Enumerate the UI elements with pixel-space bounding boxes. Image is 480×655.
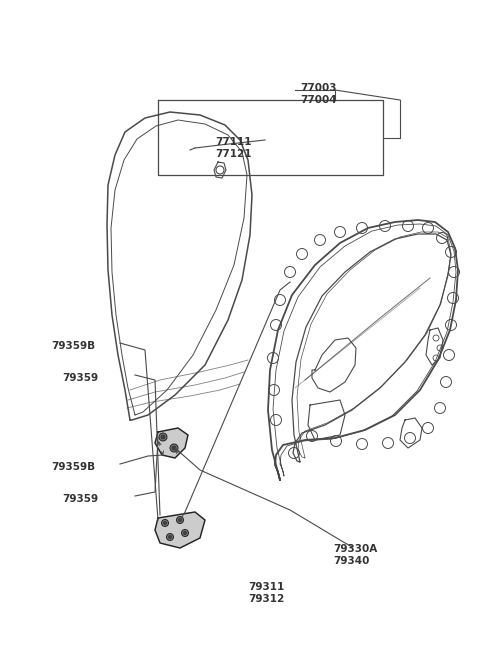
Text: 79359B: 79359B [51,341,95,351]
Circle shape [161,435,165,439]
Circle shape [161,519,168,527]
Circle shape [181,529,189,536]
Text: 77003
77004: 77003 77004 [300,83,336,105]
Text: 79359B: 79359B [51,462,95,472]
Polygon shape [155,512,205,548]
Circle shape [164,521,167,525]
Text: 77111
77121: 77111 77121 [215,137,252,159]
Circle shape [179,519,181,521]
Circle shape [183,531,187,534]
Circle shape [172,446,176,450]
Circle shape [177,517,183,523]
Text: 79330A
79340: 79330A 79340 [333,544,377,566]
Circle shape [167,534,173,540]
Text: 79311
79312: 79311 79312 [248,582,284,604]
Circle shape [170,444,178,452]
Text: 79359: 79359 [62,373,98,383]
Text: 79359: 79359 [62,494,98,504]
Polygon shape [155,428,188,458]
Circle shape [159,433,167,441]
Circle shape [168,536,171,538]
